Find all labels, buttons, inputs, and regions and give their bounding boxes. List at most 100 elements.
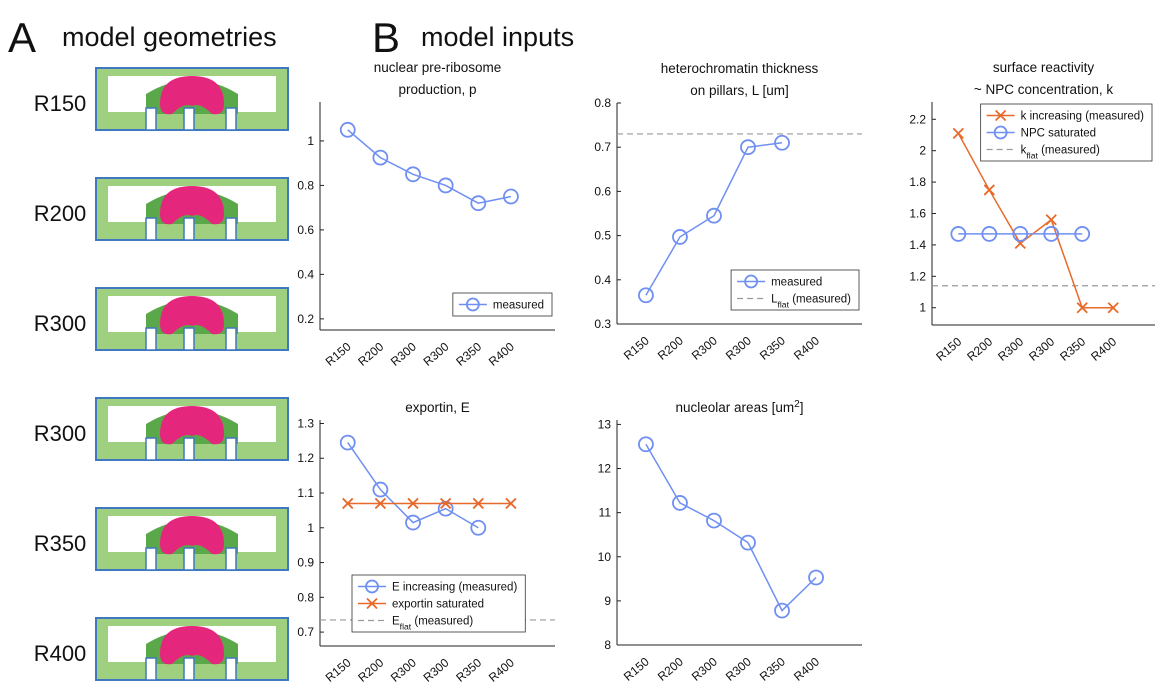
pillar-slot bbox=[226, 218, 236, 240]
y-tick-label: 1.1 bbox=[297, 486, 314, 500]
legend-label: measured bbox=[771, 277, 822, 289]
x-tick-label: R400 bbox=[486, 655, 517, 684]
text-run: (measured) bbox=[1038, 145, 1100, 157]
geometry-label: R150 bbox=[34, 91, 87, 116]
y-tick-label: 2 bbox=[919, 144, 926, 158]
pillar-slot bbox=[146, 328, 156, 350]
y-tick-label: 0.6 bbox=[297, 223, 314, 237]
text-run: ] bbox=[800, 400, 804, 415]
geometry bbox=[96, 68, 288, 130]
chart-title: production, p bbox=[398, 82, 476, 97]
y-tick-label: 8 bbox=[604, 638, 611, 652]
x-tick-label: R300 bbox=[995, 334, 1026, 363]
geometry-label: R350 bbox=[34, 531, 87, 556]
pillar-slot bbox=[146, 108, 156, 130]
geometry-label: R200 bbox=[34, 201, 87, 226]
x-tick-label: R350 bbox=[453, 339, 484, 368]
x-tick-label: R300 bbox=[421, 655, 452, 684]
y-tick-label: 0.4 bbox=[297, 267, 314, 281]
legend: measuredLflat (measured) bbox=[731, 270, 859, 310]
x-tick-label: R400 bbox=[791, 654, 822, 683]
x-tick-label: R150 bbox=[621, 333, 652, 362]
pillar-slot bbox=[146, 218, 156, 240]
x-tick-label: R150 bbox=[621, 654, 652, 683]
geometry bbox=[96, 288, 288, 350]
y-tick-label: 1.2 bbox=[297, 451, 314, 465]
marker bbox=[1046, 215, 1056, 225]
geometry-label: R300 bbox=[34, 311, 87, 336]
figure: A model geometries B model inputs R150R2… bbox=[0, 0, 1167, 685]
panel-letter: B bbox=[372, 14, 400, 61]
x-tick-label: R150 bbox=[323, 655, 354, 684]
pillar-slot bbox=[226, 108, 236, 130]
x-tick-label: R300 bbox=[723, 333, 754, 362]
text-run: (measured) bbox=[411, 616, 473, 628]
chart-title: heterochromatin thickness bbox=[661, 61, 819, 76]
text-run: nucleolar areas [um bbox=[676, 400, 795, 415]
legend: measured bbox=[453, 293, 552, 316]
legend-label: exportin saturated bbox=[392, 599, 484, 611]
x-tick-label: R400 bbox=[1088, 334, 1119, 363]
x-tick-label: R300 bbox=[1026, 334, 1057, 363]
x-tick-label: R150 bbox=[323, 339, 354, 368]
subscript: flat bbox=[778, 300, 790, 310]
y-tick-label: 1.3 bbox=[297, 416, 314, 430]
x-tick-label: R350 bbox=[453, 655, 484, 684]
y-tick-label: 2.2 bbox=[909, 112, 926, 126]
y-tick-label: 1.8 bbox=[909, 175, 926, 189]
chart-title: nucleolar areas [um2] bbox=[676, 399, 804, 416]
legend-label: NPC saturated bbox=[1021, 128, 1096, 140]
y-tick-label: 0.4 bbox=[594, 273, 611, 287]
x-tick-label: R200 bbox=[355, 339, 386, 368]
chart-title: ~ NPC concentration, k bbox=[974, 82, 1113, 97]
x-tick-label: R200 bbox=[655, 333, 686, 362]
legend-label: k increasing (measured) bbox=[1021, 111, 1145, 123]
pillar-slot bbox=[226, 548, 236, 570]
marker bbox=[953, 128, 963, 138]
y-tick-label: 11 bbox=[599, 506, 612, 520]
pillar-slot bbox=[184, 438, 194, 460]
chart-title: nuclear pre-ribosome bbox=[374, 60, 502, 75]
x-tick-label: R350 bbox=[757, 654, 788, 683]
x-tick-label: R200 bbox=[964, 334, 995, 363]
y-tick-label: 0.7 bbox=[297, 625, 314, 639]
series-line bbox=[646, 444, 816, 610]
y-tick-label: 1 bbox=[307, 134, 314, 148]
pillar-slot bbox=[146, 438, 156, 460]
x-tick-label: R400 bbox=[791, 333, 822, 362]
y-tick-label: 10 bbox=[598, 550, 612, 564]
x-tick-label: R300 bbox=[689, 654, 720, 683]
x-tick-label: R300 bbox=[388, 655, 419, 684]
y-tick-label: 1.6 bbox=[909, 207, 926, 221]
y-tick-label: 0.8 bbox=[297, 590, 314, 604]
x-tick-label: R200 bbox=[655, 654, 686, 683]
x-tick-label: R300 bbox=[421, 339, 452, 368]
chart-title: exportin, E bbox=[405, 400, 470, 415]
subscript: flat bbox=[1026, 151, 1038, 161]
x-tick-label: R350 bbox=[1057, 334, 1088, 363]
x-tick-label: R400 bbox=[486, 339, 517, 368]
geometry bbox=[96, 398, 288, 460]
geometry bbox=[96, 178, 288, 240]
pillar-slot bbox=[184, 218, 194, 240]
y-tick-label: 0.6 bbox=[594, 184, 611, 198]
panel-letter: A bbox=[8, 14, 36, 61]
marker bbox=[984, 185, 994, 195]
panel-title: model inputs bbox=[421, 22, 574, 52]
chart-title: surface reactivity bbox=[993, 60, 1095, 75]
y-tick-label: 0.8 bbox=[594, 96, 611, 110]
y-tick-label: 9 bbox=[604, 594, 611, 608]
y-tick-label: 0.5 bbox=[594, 229, 611, 243]
y-tick-label: 12 bbox=[598, 462, 612, 476]
x-tick-label: R150 bbox=[933, 334, 964, 363]
y-tick-label: 0.7 bbox=[594, 140, 611, 154]
panel-title: model geometries bbox=[62, 22, 277, 52]
pillar-slot bbox=[226, 658, 236, 680]
pillar-slot bbox=[146, 658, 156, 680]
y-tick-label: 1 bbox=[307, 521, 314, 535]
pillar-slot bbox=[226, 328, 236, 350]
page: {"figure": { "panel_a": {"letter": "A", … bbox=[0, 0, 1167, 685]
legend: E increasing (measured)exportin saturate… bbox=[352, 575, 525, 632]
y-tick-label: 0.9 bbox=[297, 556, 314, 570]
series-line bbox=[348, 130, 511, 203]
